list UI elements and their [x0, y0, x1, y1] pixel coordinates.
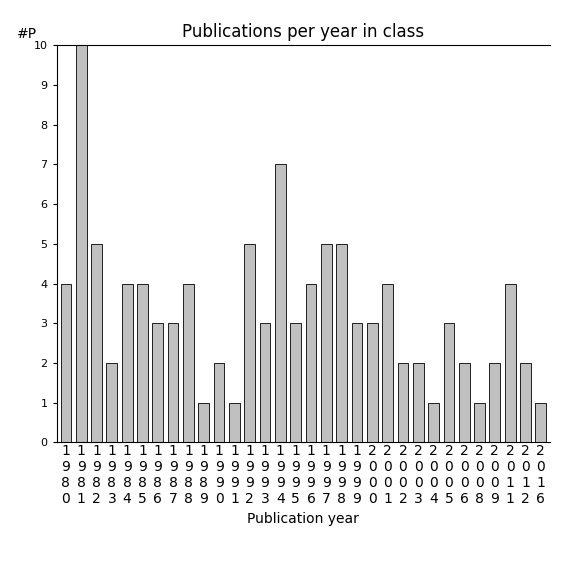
Bar — [428, 403, 439, 442]
Bar — [122, 284, 133, 442]
Bar — [474, 403, 485, 442]
Bar — [505, 284, 515, 442]
Bar — [107, 363, 117, 442]
Bar — [260, 323, 270, 442]
Bar — [459, 363, 469, 442]
Bar — [198, 403, 209, 442]
Bar — [336, 244, 347, 442]
Bar — [382, 284, 393, 442]
Bar — [183, 284, 194, 442]
Bar — [214, 363, 225, 442]
Bar — [367, 323, 378, 442]
Bar — [61, 284, 71, 442]
Bar — [76, 45, 87, 442]
Bar — [244, 244, 255, 442]
Bar — [290, 323, 301, 442]
Bar — [275, 164, 286, 442]
Bar — [137, 284, 148, 442]
Text: #P: #P — [17, 27, 37, 41]
Bar — [153, 323, 163, 442]
Bar — [168, 323, 179, 442]
Bar — [535, 403, 546, 442]
X-axis label: Publication year: Publication year — [247, 512, 359, 526]
Bar — [352, 323, 362, 442]
Bar — [321, 244, 332, 442]
Bar — [91, 244, 102, 442]
Bar — [397, 363, 408, 442]
Bar — [229, 403, 240, 442]
Bar — [520, 363, 531, 442]
Bar — [443, 323, 454, 442]
Bar — [306, 284, 316, 442]
Bar — [413, 363, 424, 442]
Title: Publications per year in class: Publications per year in class — [182, 23, 425, 41]
Bar — [489, 363, 500, 442]
